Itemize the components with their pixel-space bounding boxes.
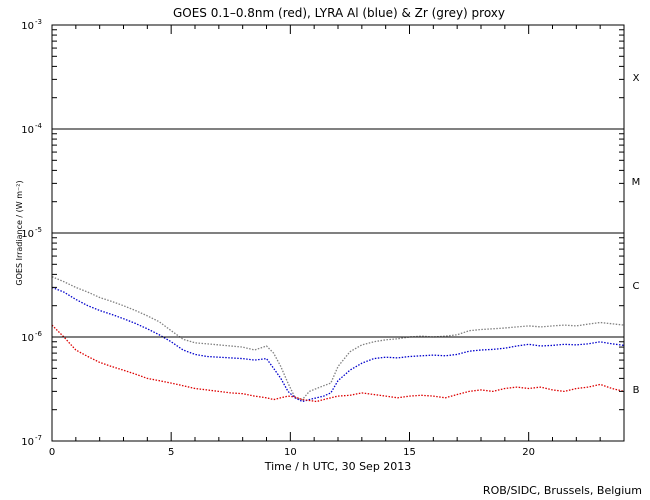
y-tick-label: 10 (21, 437, 34, 448)
y-tick-exponent: -7 (35, 434, 42, 442)
series-layer (51, 276, 625, 403)
x-axis-label: Time / h UTC, 30 Sep 2013 (264, 460, 412, 473)
y-tick-label: 10 (21, 125, 34, 136)
series-line-1 (51, 286, 625, 403)
series-line-2 (51, 324, 625, 403)
flare-class-label: M (632, 177, 641, 188)
x-axis: 0 5 10 15 20 (49, 25, 625, 458)
credit-text: ROB/SIDC, Brussels, Belgium (483, 484, 642, 497)
x-tick-label: 20 (522, 447, 535, 458)
series-line-0 (51, 276, 625, 401)
y-tick-label: 10 (21, 229, 34, 240)
y-tick-exponent: -5 (35, 226, 42, 234)
y-tick-exponent: -6 (35, 330, 43, 338)
y-tick-label: 10 (21, 333, 34, 344)
flare-class-label: X (633, 73, 640, 84)
flare-class-label: C (633, 281, 640, 292)
x-tick-label: 5 (168, 447, 174, 458)
y-tick-exponent: -4 (35, 122, 43, 130)
x-tick-label: 10 (284, 447, 297, 458)
flare-class-lines (52, 128, 624, 338)
y-axis-label: GOES Irradiance / (W m⁻²) (15, 180, 24, 285)
y-tick-label: 10 (21, 21, 34, 32)
x-tick-label: 15 (403, 447, 416, 458)
y-axis: 10-310-410-510-610-7 (21, 18, 624, 448)
x-tick-label: 0 (49, 447, 55, 458)
flare-class-labels: X M C B (632, 73, 641, 396)
chart-title: GOES 0.1–0.8nm (red), LYRA Al (blue) & Z… (173, 6, 505, 20)
y-tick-exponent: -3 (35, 18, 42, 26)
flare-class-label: B (633, 385, 640, 396)
